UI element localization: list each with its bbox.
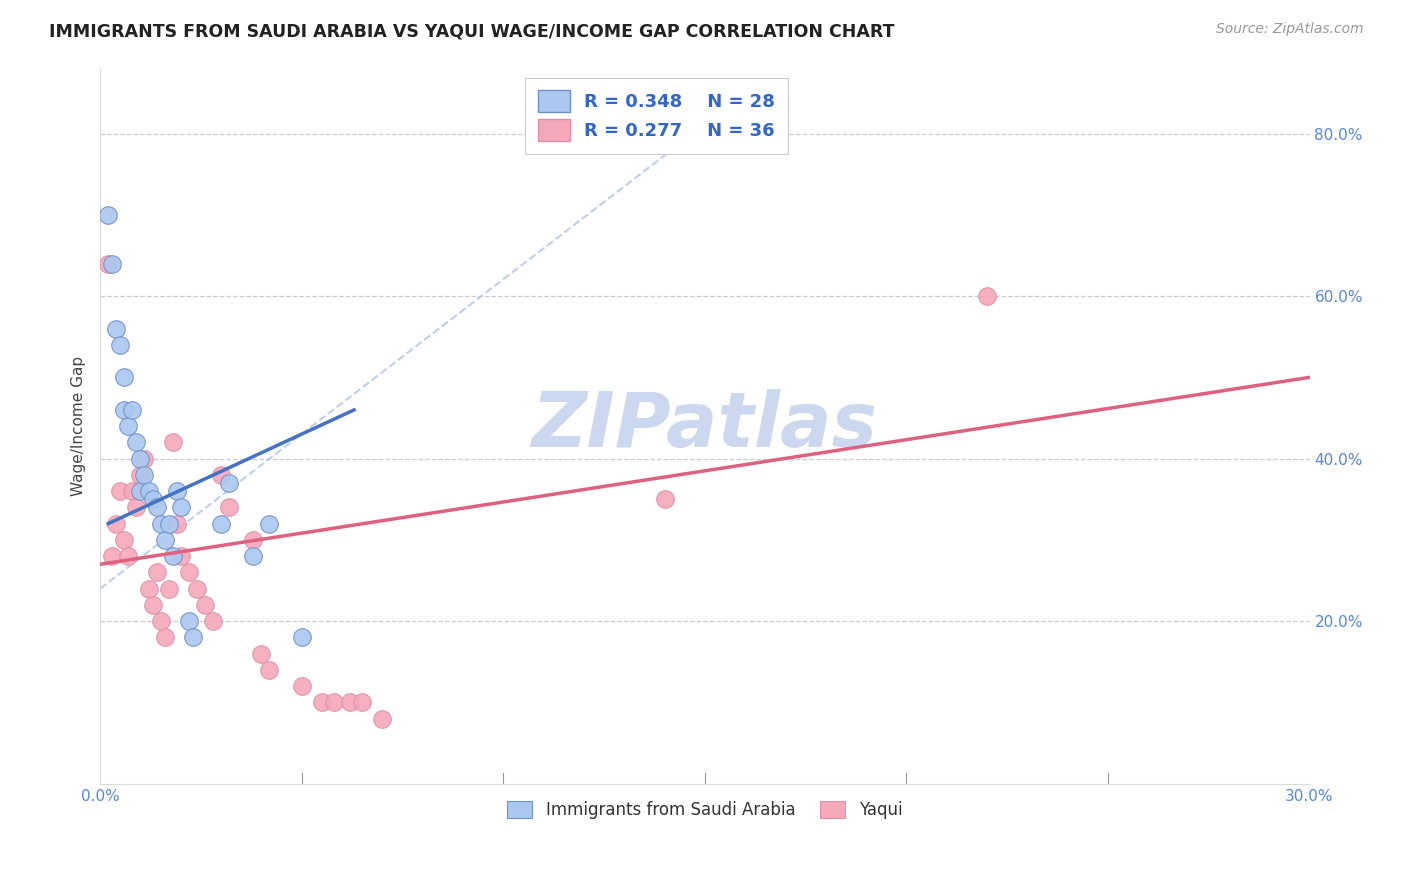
Point (129, 467, 152, 482)
Point (157, 516, 180, 531)
Point (153, 631, 176, 645)
Point (162, 549, 184, 564)
Point (134, 451, 156, 466)
Point (291, 679, 314, 693)
Point (259, 663, 281, 677)
Point (166, 484, 188, 499)
Point (181, 631, 204, 645)
Point (149, 614, 172, 628)
Point (141, 598, 163, 612)
Point (170, 549, 193, 564)
Point (218, 500, 240, 515)
Point (149, 516, 172, 531)
Point (97, 256, 120, 270)
Point (138, 582, 160, 596)
Point (976, 289, 998, 303)
Point (101, 256, 124, 270)
Point (112, 402, 135, 417)
Legend: Immigrants from Saudi Arabia, Yaqui: Immigrants from Saudi Arabia, Yaqui (501, 794, 908, 825)
Point (112, 370, 135, 384)
Point (352, 696, 374, 710)
Point (291, 631, 314, 645)
Point (242, 549, 264, 564)
Point (339, 696, 361, 710)
Point (105, 321, 128, 335)
Point (138, 484, 160, 499)
Point (110, 338, 132, 352)
Point (121, 402, 143, 417)
Point (125, 500, 148, 515)
Point (129, 451, 152, 466)
Point (209, 516, 232, 531)
Point (153, 533, 176, 547)
Point (170, 500, 193, 515)
Point (177, 614, 200, 628)
Point (371, 712, 394, 726)
Point (97, 208, 120, 222)
Point (162, 435, 184, 450)
Point (134, 467, 156, 482)
Point (125, 435, 148, 450)
Text: ZIPatlas: ZIPatlas (531, 389, 877, 463)
Point (157, 582, 180, 596)
Point (209, 467, 232, 482)
Point (194, 598, 217, 612)
Point (166, 516, 188, 531)
Point (145, 500, 167, 515)
Point (186, 582, 208, 596)
Point (117, 419, 139, 434)
Point (259, 516, 281, 531)
Point (110, 484, 132, 499)
Point (250, 647, 273, 661)
Point (654, 492, 676, 507)
Point (117, 549, 139, 564)
Point (121, 484, 143, 499)
Point (177, 566, 200, 580)
Point (141, 492, 163, 507)
Point (101, 549, 124, 564)
Point (129, 484, 152, 499)
Point (145, 566, 167, 580)
Text: IMMIGRANTS FROM SAUDI ARABIA VS YAQUI WAGE/INCOME GAP CORRELATION CHART: IMMIGRANTS FROM SAUDI ARABIA VS YAQUI WA… (49, 22, 894, 40)
Point (201, 614, 224, 628)
Point (323, 696, 346, 710)
Point (105, 516, 128, 531)
Point (242, 533, 264, 547)
Point (112, 533, 135, 547)
Point (218, 476, 240, 491)
Text: Source: ZipAtlas.com: Source: ZipAtlas.com (1216, 22, 1364, 37)
Y-axis label: Wage/Income Gap: Wage/Income Gap (72, 356, 86, 496)
Point (311, 696, 333, 710)
